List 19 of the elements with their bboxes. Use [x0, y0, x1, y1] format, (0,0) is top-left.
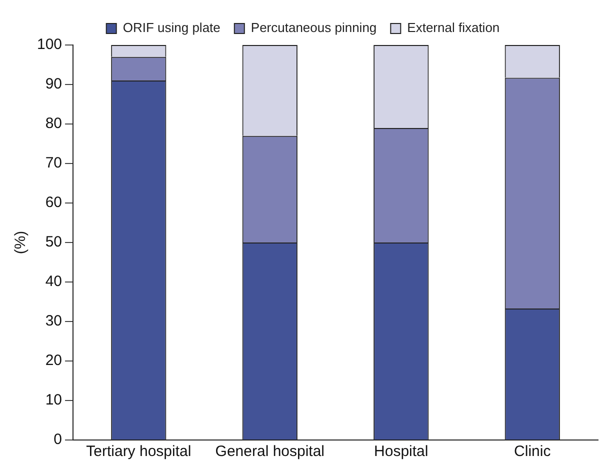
y-tick-label: 80	[45, 115, 62, 132]
x-tick-label: Clinic	[514, 443, 552, 460]
x-tick-label: General hospital	[215, 443, 325, 460]
x-tick-label: Tertiary hospital	[86, 443, 192, 460]
y-tick-label: 10	[45, 392, 62, 409]
y-tick-label: 30	[45, 312, 62, 330]
y-tick-label: 0	[54, 431, 62, 448]
y-tick-label: 90	[45, 76, 62, 93]
y-axis-title: (%)	[12, 230, 30, 254]
y-tick-label: 70	[45, 154, 62, 172]
y-tick-label: 20	[45, 352, 62, 370]
x-tick-label: Hospital	[374, 443, 428, 460]
y-tick-label: 100	[36, 36, 62, 54]
y-tick-label: 50	[45, 234, 62, 251]
legend-label: ORIF using plate	[122, 20, 220, 36]
y-tick-label: 40	[45, 273, 62, 290]
legend-label: Percutaneous pinning	[250, 20, 377, 36]
legend-label: External fixation	[407, 20, 500, 36]
y-tick-label: 60	[45, 194, 62, 212]
